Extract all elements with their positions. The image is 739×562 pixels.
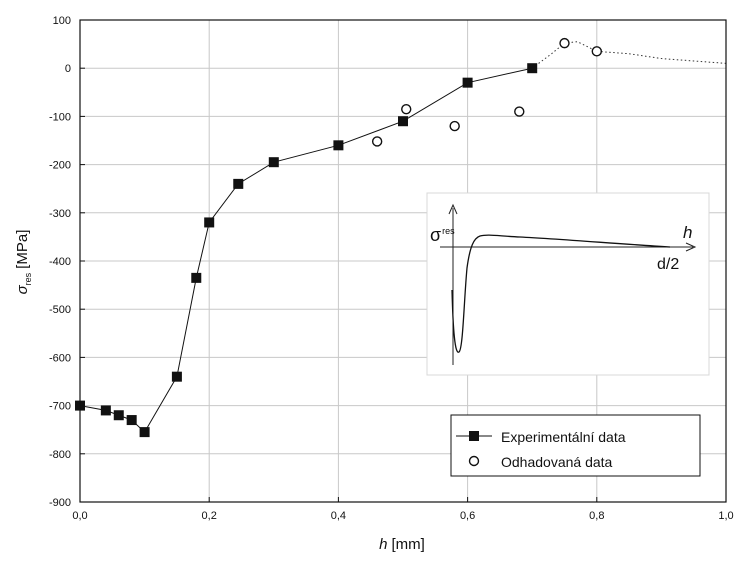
y-tick-label: -700: [49, 401, 71, 413]
data-point-experimental: [100, 405, 111, 416]
data-point-experimental: [333, 140, 344, 151]
data-point-experimental: [204, 217, 215, 228]
x-tick-label: 0,0: [72, 510, 87, 522]
data-point-estimated: [401, 103, 412, 115]
x-tick-label: 0,4: [331, 510, 346, 522]
y-tick-label: -800: [49, 449, 71, 461]
y-tick-label: -500: [49, 304, 71, 316]
x-axis-variable: h: [379, 536, 387, 553]
data-point-experimental: [171, 371, 182, 382]
y-axis-title: σres [MPa]: [14, 230, 33, 295]
x-axis-unit: [mm]: [392, 536, 425, 553]
x-tick-label: 0,6: [460, 510, 475, 522]
data-point-experimental: [113, 410, 124, 421]
inset-panel: σres h d/2: [426, 192, 710, 376]
data-layer: [75, 37, 727, 438]
inset-curve: [451, 234, 671, 353]
data-point-experimental: [527, 63, 538, 74]
data-point-estimated: [449, 120, 460, 132]
y-axis-symbol: σ: [14, 284, 31, 294]
data-point-estimated: [591, 46, 602, 57]
x-tick-label: 1,0: [718, 510, 733, 522]
y-axis-subscript: res: [23, 272, 33, 285]
plot-frame: [79, 19, 727, 503]
data-point-experimental: [268, 157, 279, 168]
data-point-experimental: [462, 77, 473, 88]
data-point-experimental: [233, 178, 244, 189]
y-tick-label: -200: [49, 160, 71, 172]
legend-circle-marker: [468, 455, 480, 467]
inset-x-arrow: [685, 242, 697, 252]
inset-x-label: h: [683, 223, 692, 242]
inset-x-end-label: d/2: [657, 256, 679, 273]
y-tick-label: -100: [49, 111, 71, 123]
y-tick-label: -600: [49, 352, 71, 364]
y-tick-label: -300: [49, 208, 71, 220]
y-tick-label: -400: [49, 256, 71, 268]
y-tick-label: 0: [65, 63, 71, 75]
data-point-experimental: [139, 427, 150, 438]
data-point-experimental: [126, 415, 137, 426]
inset-frame: [426, 192, 710, 376]
inset-y-symbol: σ: [430, 225, 441, 245]
legend-square-marker: [469, 431, 479, 441]
y-tick-label: -900: [49, 497, 71, 509]
x-tick-label: 0,8: [589, 510, 604, 522]
data-point-estimated: [559, 37, 570, 49]
legend-label-experimental: Experimentální data: [501, 429, 626, 445]
data-point-experimental: [398, 116, 408, 127]
inset-y-subscript: res: [442, 226, 455, 236]
inset-y-label: σres: [430, 225, 455, 245]
legend-label-estimated: Odhadovaná data: [501, 454, 613, 470]
inset-y-arrow: [448, 203, 458, 215]
y-axis-unit: [MPa]: [14, 230, 31, 269]
x-axis-title: h [mm]: [379, 536, 425, 553]
data-point-experimental: [191, 272, 202, 283]
y-tick-label: 100: [53, 15, 71, 27]
legend-frame: [450, 414, 701, 477]
data-point-estimated: [371, 136, 383, 147]
data-point-estimated: [514, 106, 525, 117]
tick-layer: 0,0 0,2 0,4 0,6 0,8 1,0 100 0 -100 -200 -300 -400 -5…: [49, 15, 734, 522]
legend: Experimentální data Odhadovaná data: [450, 414, 701, 477]
x-tick-label: 0,2: [202, 510, 217, 522]
